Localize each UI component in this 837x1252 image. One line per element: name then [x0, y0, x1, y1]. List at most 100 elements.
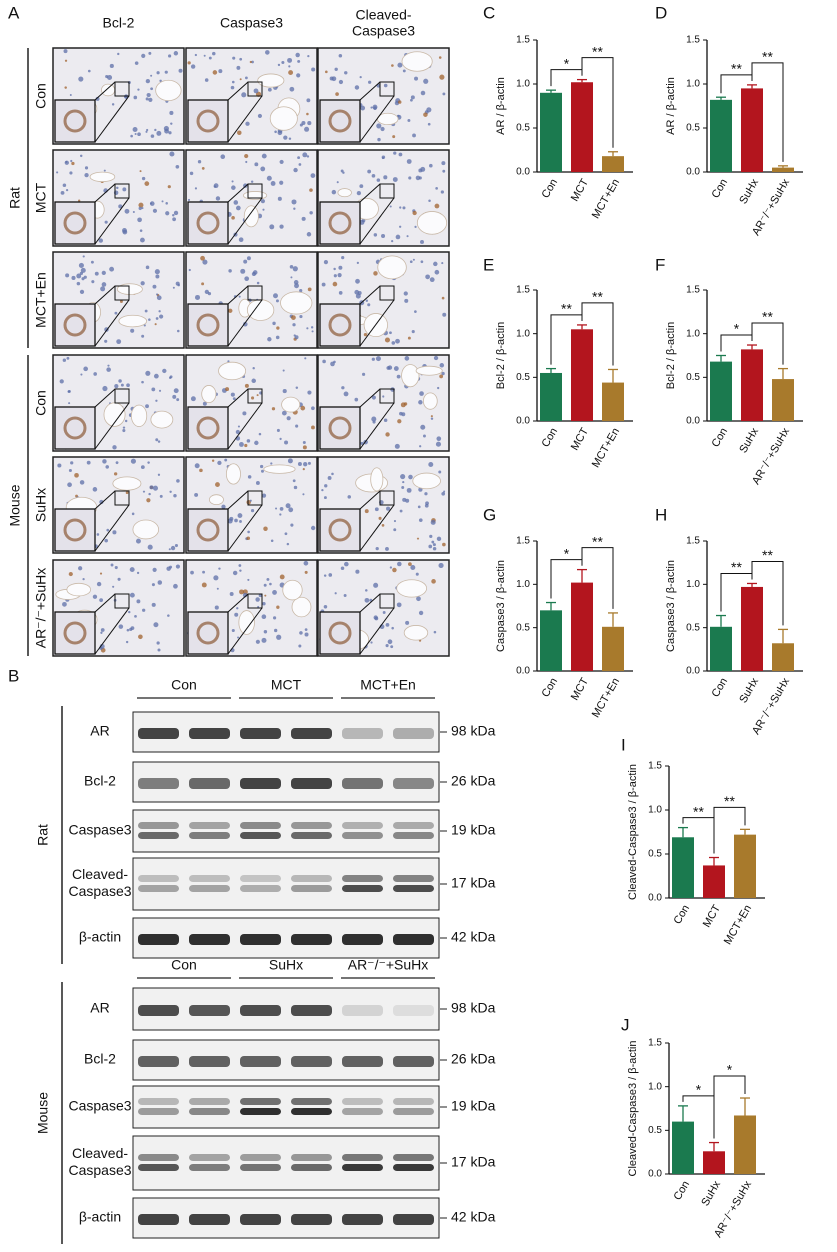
label: Bcl-2 [84, 1051, 116, 1067]
zoom-box [379, 285, 395, 301]
cell [231, 180, 234, 183]
cell [68, 402, 71, 405]
zoom-line [94, 183, 116, 203]
cell [418, 610, 424, 616]
band [138, 875, 179, 882]
zoom-box [114, 388, 130, 404]
band [189, 934, 230, 945]
condition-label: Con [171, 957, 197, 973]
zoom-line [94, 504, 130, 552]
cell [438, 562, 444, 569]
cell [115, 461, 119, 465]
cell [255, 639, 260, 644]
cell [125, 491, 129, 495]
cell [258, 432, 262, 436]
cell [298, 163, 302, 166]
band [189, 1164, 230, 1171]
cell [416, 596, 421, 602]
cell [78, 76, 84, 82]
cell [245, 121, 250, 126]
y-tick-label: 0.0 [686, 416, 700, 427]
cell [428, 461, 434, 467]
cell [439, 74, 445, 80]
cell [322, 359, 326, 364]
cell [194, 463, 200, 469]
cell [414, 225, 417, 229]
cell [119, 300, 123, 303]
cell [289, 86, 295, 92]
cell [371, 174, 376, 178]
cell [327, 476, 332, 480]
cell [228, 269, 232, 273]
cell [441, 161, 446, 166]
cell [113, 472, 118, 476]
band [342, 1164, 383, 1171]
cell [107, 364, 110, 367]
cell [294, 283, 299, 289]
cell [443, 490, 446, 493]
band [138, 1214, 179, 1225]
alveolus [282, 579, 303, 601]
cell [212, 70, 218, 75]
cell [427, 122, 431, 126]
inset [54, 508, 96, 552]
bar [703, 865, 725, 898]
cell [302, 468, 305, 471]
cell [410, 95, 415, 100]
cell [63, 49, 68, 54]
cell [79, 289, 85, 294]
bar [734, 834, 756, 898]
band [189, 822, 230, 829]
cell [284, 440, 289, 445]
cell [230, 85, 235, 90]
cell [291, 199, 297, 205]
cell [106, 367, 111, 372]
cell [148, 318, 151, 321]
cell [260, 464, 264, 469]
cell [201, 582, 207, 588]
x-tick-label: MCT [701, 903, 723, 930]
cell [397, 561, 402, 567]
cell [394, 100, 400, 106]
significance-bracket [751, 560, 784, 626]
cell [213, 183, 219, 189]
cell [343, 594, 347, 598]
cell [304, 126, 310, 132]
band [138, 778, 179, 789]
y-tick-label: 1.0 [648, 805, 662, 816]
blot [132, 809, 440, 853]
cell [355, 278, 360, 284]
cell [235, 429, 240, 435]
cell [420, 90, 426, 96]
band [240, 1108, 281, 1115]
cell [267, 87, 272, 92]
cell [338, 54, 343, 58]
cell [292, 266, 298, 272]
cell [403, 402, 408, 406]
cell [370, 641, 373, 644]
cell [169, 490, 172, 493]
cell [156, 71, 160, 75]
cell [234, 612, 239, 617]
zoom-line [94, 402, 130, 450]
cell [178, 68, 183, 73]
y-axis-label: AR / β-actin [495, 77, 507, 135]
cell [124, 208, 130, 214]
cell [370, 106, 373, 109]
cell [129, 567, 135, 573]
zoom-box [379, 593, 395, 609]
cell [441, 371, 445, 376]
alveolus [66, 582, 92, 597]
band [138, 885, 179, 892]
cell [354, 289, 360, 295]
cell [190, 396, 196, 402]
panel-label: C [483, 3, 495, 22]
cell [293, 334, 296, 337]
label: Cleaved- [355, 7, 411, 23]
cell [242, 411, 247, 416]
y-axis-label: Bcl-2 / β-actin [665, 322, 677, 389]
cell [135, 538, 141, 544]
cell [371, 357, 375, 361]
panel-label: E [483, 255, 494, 274]
band [393, 778, 434, 789]
